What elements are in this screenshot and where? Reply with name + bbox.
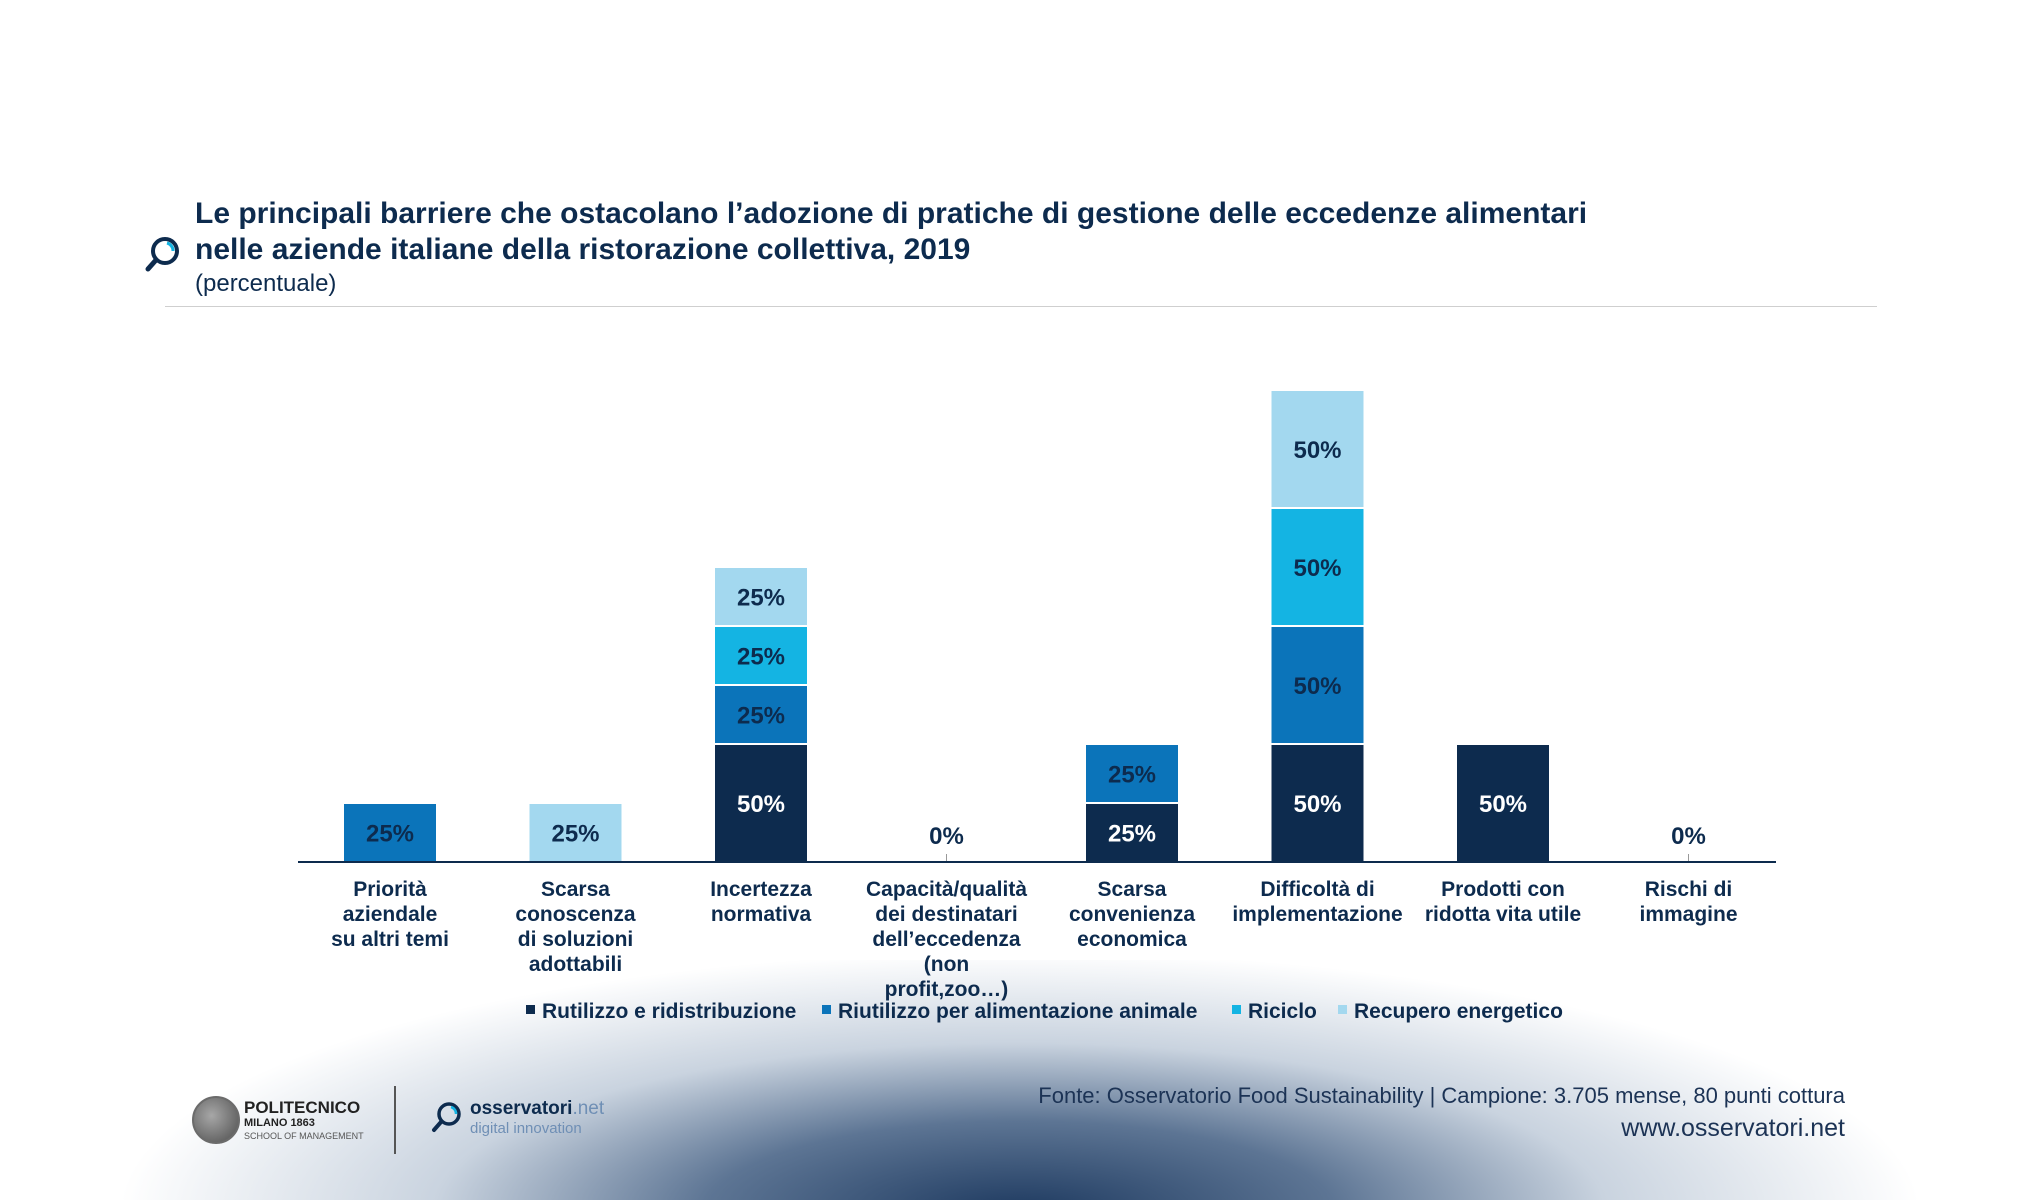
politecnico-school: SCHOOL OF MANAGEMENT (244, 1131, 364, 1141)
category-label-line: (non (924, 953, 969, 976)
category-label-line: immagine (1639, 903, 1737, 926)
category-label-line: normativa (711, 903, 812, 926)
data-label: 50% (1293, 437, 1341, 464)
category-label-line: Prodotti con (1441, 878, 1565, 901)
bar-segment[interactable] (713, 566, 809, 627)
category-label-line: profit,zoo…) (885, 978, 1009, 1001)
bar-segment[interactable] (713, 743, 809, 863)
data-label: 50% (1293, 673, 1341, 700)
category-label-line: Scarsa (1098, 878, 1167, 901)
bar-segment[interactable] (527, 802, 624, 863)
data-label: 25% (551, 821, 599, 848)
category-label-line: Rischi di (1645, 878, 1733, 901)
data-label: 50% (1293, 791, 1341, 818)
data-label-zero: 0% (1671, 823, 1706, 850)
source-block: Fonte: Osservatorio Food Sustainability … (1038, 1080, 1845, 1144)
category-label-line: economica (1077, 928, 1187, 951)
magnifier-icon (145, 237, 179, 272)
footer-background (0, 960, 2040, 1200)
category-label: Difficoltà di implementazione (1232, 878, 1402, 926)
category-label-line: Priorità (353, 878, 427, 901)
footer-logos: POLITECNICO MILANO 1863 SCHOOL OF MANAGE… (192, 1086, 662, 1154)
bar-segment[interactable] (1269, 389, 1366, 509)
category-label-line: aziendale (343, 903, 438, 926)
data-label: 50% (1293, 555, 1341, 582)
category-label-line: adottabili (529, 953, 622, 976)
chart-header: Le principali barriere che ostacolano l’… (145, 196, 1795, 298)
legend-label: Riciclo (1248, 1000, 1317, 1023)
category-label-line: dei destinatari (875, 903, 1017, 926)
osservatori-tagline: digital innovation (470, 1120, 582, 1137)
data-label: 25% (1108, 821, 1156, 848)
osservatori-logo-icon (432, 1102, 461, 1132)
legend-swatch (1232, 1005, 1241, 1014)
category-label: Rischi di immagine (1639, 878, 1737, 926)
data-label-zero: 0% (929, 823, 964, 850)
legend-label: Recupero energetico (1354, 1000, 1563, 1023)
data-label: 25% (737, 703, 785, 730)
data-label: 25% (1108, 762, 1156, 789)
category-label-line: su altri temi (331, 928, 449, 951)
chart-subtitle: (percentuale) (195, 270, 337, 297)
legend-label: Riutilizzo per alimentazione animale (838, 1000, 1197, 1023)
logo-separator (394, 1086, 396, 1154)
category-label-line: Incertezza (710, 878, 812, 901)
politecnico-seal-icon (192, 1096, 240, 1144)
osservatori-name-suffix: .net (572, 1098, 605, 1119)
category-label-line: Capacità/qualità (866, 878, 1027, 901)
category-label: Prodotti con ridotta vita utile (1425, 878, 1581, 926)
osservatori-name: osservatori.net (470, 1098, 604, 1120)
category-label: Priorità aziendale su altri temi (331, 878, 449, 951)
category-label-line: implementazione (1232, 903, 1402, 926)
category-label-line: convenienza (1069, 903, 1195, 926)
bar-segment[interactable] (713, 625, 809, 686)
data-label: 50% (1479, 791, 1527, 818)
category-label-line: Difficoltà di (1260, 878, 1374, 901)
category-label-line: dell’eccedenza (872, 928, 1021, 951)
legend-swatch (526, 1005, 535, 1014)
data-label: 25% (737, 585, 785, 612)
category-label: Scarsa conoscenza di soluzioni adottabili (515, 878, 636, 976)
category-label: Capacità/qualità dei destinatari dell’ecce… (866, 878, 1027, 1001)
bar-segment[interactable] (1455, 743, 1551, 863)
data-label: 50% (737, 791, 785, 818)
data-label: 25% (737, 644, 785, 671)
bar-segment[interactable] (342, 802, 438, 863)
source-note: Fonte: Osservatorio Food Sustainability … (1038, 1083, 1845, 1108)
category-label: Incertezza normativa (710, 878, 812, 926)
chart-title: Le principali barriere che ostacolano l’… (195, 197, 1588, 266)
category-label-line: ridotta vita utile (1425, 903, 1581, 926)
bar-segment[interactable] (1269, 507, 1366, 627)
category-label-line: Scarsa (541, 878, 610, 901)
category-label-line: di soluzioni (518, 928, 634, 951)
bar-segment[interactable] (1084, 743, 1180, 804)
header-divider (165, 306, 1877, 307)
category-label: Scarsa convenienza economica (1069, 878, 1195, 951)
legend-swatch (1338, 1005, 1347, 1014)
category-label-line: conoscenza (515, 903, 636, 926)
osservatori-name-main: osservatori (470, 1098, 573, 1119)
politecnico-city: MILANO 1863 (244, 1117, 315, 1129)
legend-label: Rutilizzo e ridistribuzione (542, 1000, 796, 1023)
data-label: 25% (366, 821, 414, 848)
legend-swatch (822, 1005, 831, 1014)
politecnico-name: POLITECNICO (244, 1098, 361, 1117)
website-link[interactable]: www.osservatori.net (1621, 1114, 1845, 1142)
bar-segment[interactable] (713, 684, 809, 745)
